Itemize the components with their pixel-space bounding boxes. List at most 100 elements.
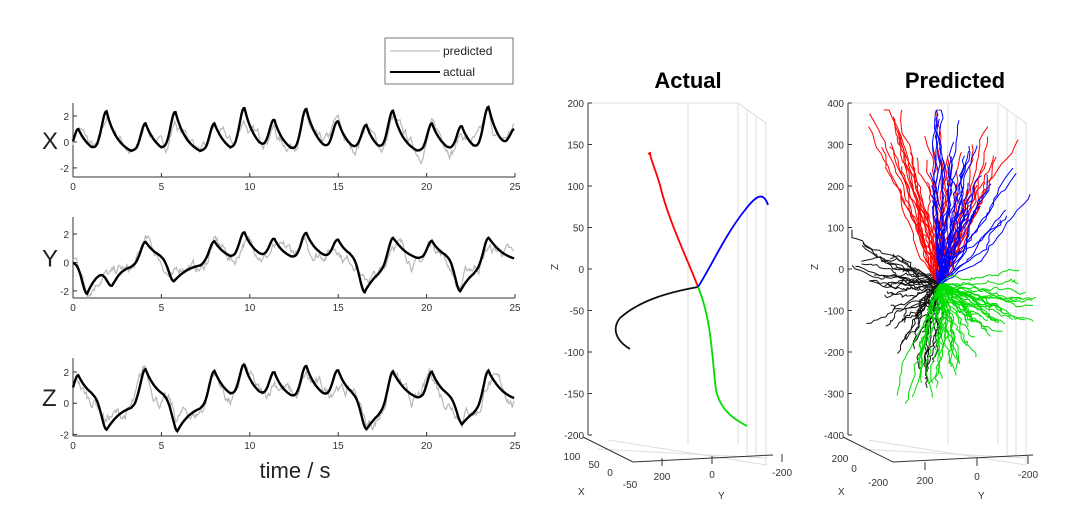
y-tick-label: 0	[63, 138, 69, 149]
z-tick-label: -200	[564, 431, 584, 442]
trajectory-green	[939, 282, 1033, 303]
z-tick-label: 100	[827, 224, 844, 235]
trajectory-black	[887, 278, 941, 287]
trajectory-blue	[939, 183, 992, 286]
trajectory-blue	[939, 120, 960, 286]
z-tick-label: 300	[827, 141, 844, 152]
z-tick-label: 100	[567, 182, 584, 193]
y-tick-label: 2	[63, 112, 69, 123]
y-tick-label: -2	[60, 164, 69, 175]
y-tick-label: -2	[60, 287, 69, 298]
trajectory-black	[880, 257, 941, 286]
x-tick-label: -200	[868, 478, 888, 489]
trajectory-green	[939, 284, 1025, 321]
z-tick-label: 200	[827, 182, 844, 193]
trajectory-black	[861, 256, 941, 286]
x-axis-label: time / s	[260, 458, 331, 483]
actual-line	[71, 363, 515, 434]
trajectory-green	[918, 284, 942, 374]
trajectory-green	[896, 284, 941, 396]
trajectory-red	[869, 113, 941, 286]
trajectory-green	[919, 284, 942, 384]
z-tick-label: 0	[838, 265, 844, 276]
actual-line	[71, 105, 515, 153]
x-tick-label: 100	[564, 452, 581, 463]
trajectory-red	[901, 166, 941, 286]
trajectory-blue	[939, 207, 966, 286]
y-axis-label: Y	[42, 246, 58, 273]
trajectory-green	[939, 284, 961, 365]
trajectory-black	[851, 229, 941, 286]
trajectory-black	[899, 277, 941, 286]
x-tick-label: 20	[421, 441, 433, 452]
trajectory-black	[894, 284, 941, 329]
x-tick-label: 0	[851, 464, 857, 475]
trajectory-green	[939, 284, 959, 363]
x-tick-label: 15	[333, 441, 345, 452]
actual-3d-plot: 200 150 100 50 0 -50 -100 -150 -200 Z 100 50 0 -50 200…	[550, 99, 792, 502]
z-tick-label: -400	[824, 431, 844, 442]
x-tick-label: 10	[244, 303, 256, 314]
trajectory-red	[932, 143, 941, 286]
trajectory-green	[925, 284, 943, 385]
trajectory-green	[697, 286, 748, 427]
z-tick-label: 50	[573, 224, 585, 235]
y-axis-line	[632, 454, 774, 463]
x-tick-label: 0	[70, 303, 76, 314]
y-axis-label: Y	[718, 491, 725, 502]
trajectory-red	[889, 146, 941, 286]
trajectory-green	[939, 282, 1024, 300]
trajectory-green	[939, 284, 968, 346]
trajectory-black	[869, 279, 941, 291]
y-tick-label: 0	[63, 258, 69, 269]
y-tick-label: 200	[917, 476, 934, 487]
trajectory-blue	[939, 156, 953, 286]
trajectory-red	[868, 126, 941, 286]
trajectory-black	[855, 265, 941, 286]
trajectory-green	[935, 284, 949, 388]
legend-predicted-label: predicted	[443, 44, 492, 58]
trajectory-green	[939, 284, 1003, 312]
x-axis-label: X	[838, 487, 845, 498]
x-tick-label: 50	[588, 460, 600, 471]
z-tick-label: -300	[824, 390, 844, 401]
y-tick-label: -200	[1018, 470, 1038, 481]
grid-line	[607, 439, 767, 466]
x-tick-label: 10	[244, 182, 256, 193]
x-tick-label: 5	[159, 441, 165, 452]
trajectory-blue	[933, 118, 941, 286]
z-tick-label: 200	[567, 99, 584, 110]
trajectory-blue	[931, 123, 942, 286]
x-tick-label: 0	[70, 441, 76, 452]
z-tick-label: -200	[824, 348, 844, 359]
trajectory-green	[936, 284, 944, 346]
legend: predicted actual	[384, 37, 514, 85]
trajectory-blue	[939, 210, 969, 286]
z-tick-label: 0	[578, 265, 584, 276]
y-tick-label: 200	[654, 472, 671, 483]
trajectory-blue	[939, 194, 973, 286]
legend-box	[384, 37, 514, 85]
x-tick-label: 5	[159, 182, 165, 193]
y-tick-label: 2	[63, 230, 69, 241]
z-tick-label: -150	[564, 390, 584, 401]
trajectory-black	[886, 284, 941, 296]
y-axis-label: X	[42, 128, 58, 155]
trajectory-green	[939, 283, 1014, 320]
predicted-line	[72, 234, 515, 299]
trajectory-green	[918, 284, 941, 348]
trajectory-blue	[937, 141, 955, 286]
trajectory-blue	[939, 175, 982, 286]
trajectory-blue	[697, 195, 769, 288]
x-tick-label: 15	[333, 182, 345, 193]
x-tick-label: 5	[159, 303, 165, 314]
x-tick-label: -50	[623, 480, 638, 491]
trajectory-black	[889, 253, 941, 286]
x-tick-label: 15	[333, 303, 345, 314]
trajectory-green	[911, 284, 941, 398]
trajectory-green	[934, 284, 947, 339]
trajectory-red	[883, 109, 941, 286]
